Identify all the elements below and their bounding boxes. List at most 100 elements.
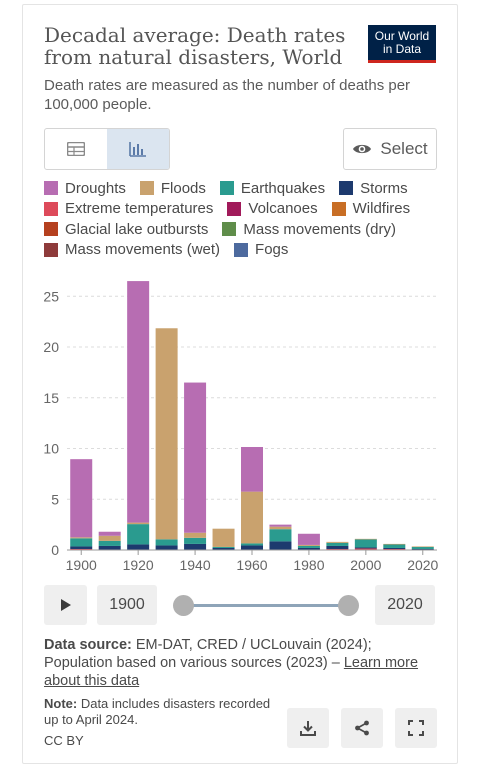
- legend-item-fogs[interactable]: Fogs: [234, 241, 288, 258]
- bar-segment: [383, 548, 406, 550]
- legend-item-mass-movements-dry[interactable]: Mass movements (dry): [222, 221, 396, 238]
- y-tick-label: 20: [43, 339, 59, 355]
- legend-item-droughts[interactable]: Droughts: [44, 180, 126, 197]
- legend-label: Storms: [360, 179, 408, 197]
- x-tick-label: 2000: [350, 557, 381, 573]
- bar-segment: [326, 545, 349, 549]
- bar-segment: [383, 543, 406, 545]
- bar-segment: [326, 541, 349, 543]
- bar-segment: [98, 535, 121, 541]
- bar-segment: [383, 547, 406, 549]
- bar-segment: [70, 548, 93, 550]
- download-button[interactable]: [287, 708, 329, 748]
- legend-item-storms[interactable]: Storms: [339, 180, 408, 197]
- legend-label: Earthquakes: [240, 179, 326, 197]
- bar-segment: [155, 539, 178, 546]
- y-tick-label: 15: [43, 390, 59, 406]
- select-button[interactable]: Select: [343, 128, 437, 170]
- x-tick-label: 1960: [236, 557, 267, 573]
- legend-label: Volcanoes: [248, 200, 318, 218]
- bar-segment: [127, 522, 150, 525]
- bar-segment: [269, 524, 292, 527]
- y-tick-label: 25: [43, 288, 59, 304]
- legend-label: Fogs: [255, 241, 289, 259]
- bar-segment: [98, 531, 121, 536]
- play-button[interactable]: [44, 585, 87, 625]
- logo-line-2: in Data: [382, 42, 422, 56]
- legend-swatch: [222, 222, 237, 237]
- legend-label: Glacial lake outbursts: [65, 220, 209, 238]
- tab-chart[interactable]: [107, 129, 169, 169]
- bar-segment: [155, 328, 178, 540]
- y-tick-label: 10: [43, 441, 59, 457]
- fullscreen-button[interactable]: [395, 708, 437, 748]
- end-year-label[interactable]: 2020: [375, 585, 435, 625]
- bar-segment: [212, 528, 235, 547]
- start-year-label[interactable]: 1900: [97, 585, 157, 625]
- bar-segment: [212, 547, 235, 550]
- source-label: Data source:: [44, 637, 132, 653]
- x-tick-label: 1980: [293, 557, 324, 573]
- note-label: Note:: [44, 696, 78, 711]
- bar-segment: [269, 529, 292, 542]
- x-tick-label: 1920: [123, 557, 154, 573]
- bar-segment: [70, 538, 93, 547]
- timeline-end-handle[interactable]: [338, 595, 359, 616]
- legend-item-mass-movements-wet[interactable]: Mass movements (wet): [44, 241, 220, 258]
- chart-title: Decadal average: Death rates from natura…: [44, 23, 346, 69]
- legend-item-wildfires[interactable]: Wildfires: [331, 200, 411, 218]
- bar-segment: [241, 446, 263, 492]
- x-tick-label: 1940: [179, 557, 210, 573]
- timeline-controls: 1900 2020: [44, 585, 436, 627]
- download-icon: [300, 721, 316, 736]
- legend-label: Extreme temperatures: [65, 200, 214, 218]
- view-tabs: [44, 128, 170, 170]
- owid-logo[interactable]: Our World in Data: [368, 25, 436, 63]
- bar-segment: [411, 548, 434, 550]
- legend-swatch: [44, 201, 58, 216]
- bar-segment: [354, 538, 377, 540]
- bar-chart-icon: [129, 142, 146, 157]
- share-button[interactable]: [341, 708, 383, 748]
- legend-swatch: [234, 242, 249, 257]
- bar-segment: [297, 547, 320, 550]
- bar-segment: [98, 540, 121, 546]
- legend-swatch: [44, 242, 58, 257]
- bar-segment: [326, 548, 349, 550]
- legend-item-glacial-lake-outbursts[interactable]: Glacial lake outbursts: [44, 221, 208, 238]
- legend-item-floods[interactable]: Floods: [139, 180, 206, 197]
- chart-frame: [22, 4, 458, 764]
- legend-label: Droughts: [65, 179, 126, 197]
- bar-segment: [127, 524, 150, 545]
- bar-segment: [212, 546, 235, 548]
- bar-segment: [70, 537, 93, 539]
- tab-table[interactable]: [45, 129, 107, 169]
- legend-swatch: [139, 181, 154, 196]
- legend-label: Mass movements (wet): [65, 241, 221, 259]
- legend-item-volcanoes[interactable]: Volcanoes: [227, 200, 318, 218]
- legend-item-extreme-temperatures[interactable]: Extreme temperatures: [44, 200, 213, 217]
- legend: Droughts Floods Earthquakes Storms Extre…: [44, 178, 444, 260]
- chart-subtitle: Death rates are measured as the number o…: [44, 77, 411, 113]
- stacked-bar-chart: 0 5 10 15 20 25 1900 1920 1940 1960 1980 2000 2020: [43, 281, 439, 573]
- timeline-start-handle[interactable]: [173, 595, 194, 616]
- bar-segment: [127, 544, 150, 550]
- legend-label: Wildfires: [352, 200, 411, 218]
- bar-segment: [354, 539, 377, 548]
- bar-segment: [297, 533, 320, 545]
- legend-swatch: [219, 181, 234, 196]
- bar-segment: [354, 548, 377, 550]
- select-label: Select: [380, 139, 428, 158]
- bar-segment: [354, 547, 377, 549]
- bar-segment: [269, 526, 292, 530]
- learn-more-link[interactable]: Learn more about this data: [44, 655, 419, 689]
- legend-item-earthquakes[interactable]: Earthquakes: [219, 179, 326, 197]
- timeline-track[interactable]: [184, 604, 348, 607]
- bar-segment: [184, 543, 207, 550]
- data-source: Data source: EM-DAT, CRED / UCLouvain (2…: [44, 636, 424, 690]
- share-icon: [355, 720, 369, 736]
- bar-segment: [155, 545, 178, 550]
- bar-segment: [127, 281, 150, 523]
- bar-segment: [184, 382, 207, 533]
- legend-swatch: [44, 181, 58, 196]
